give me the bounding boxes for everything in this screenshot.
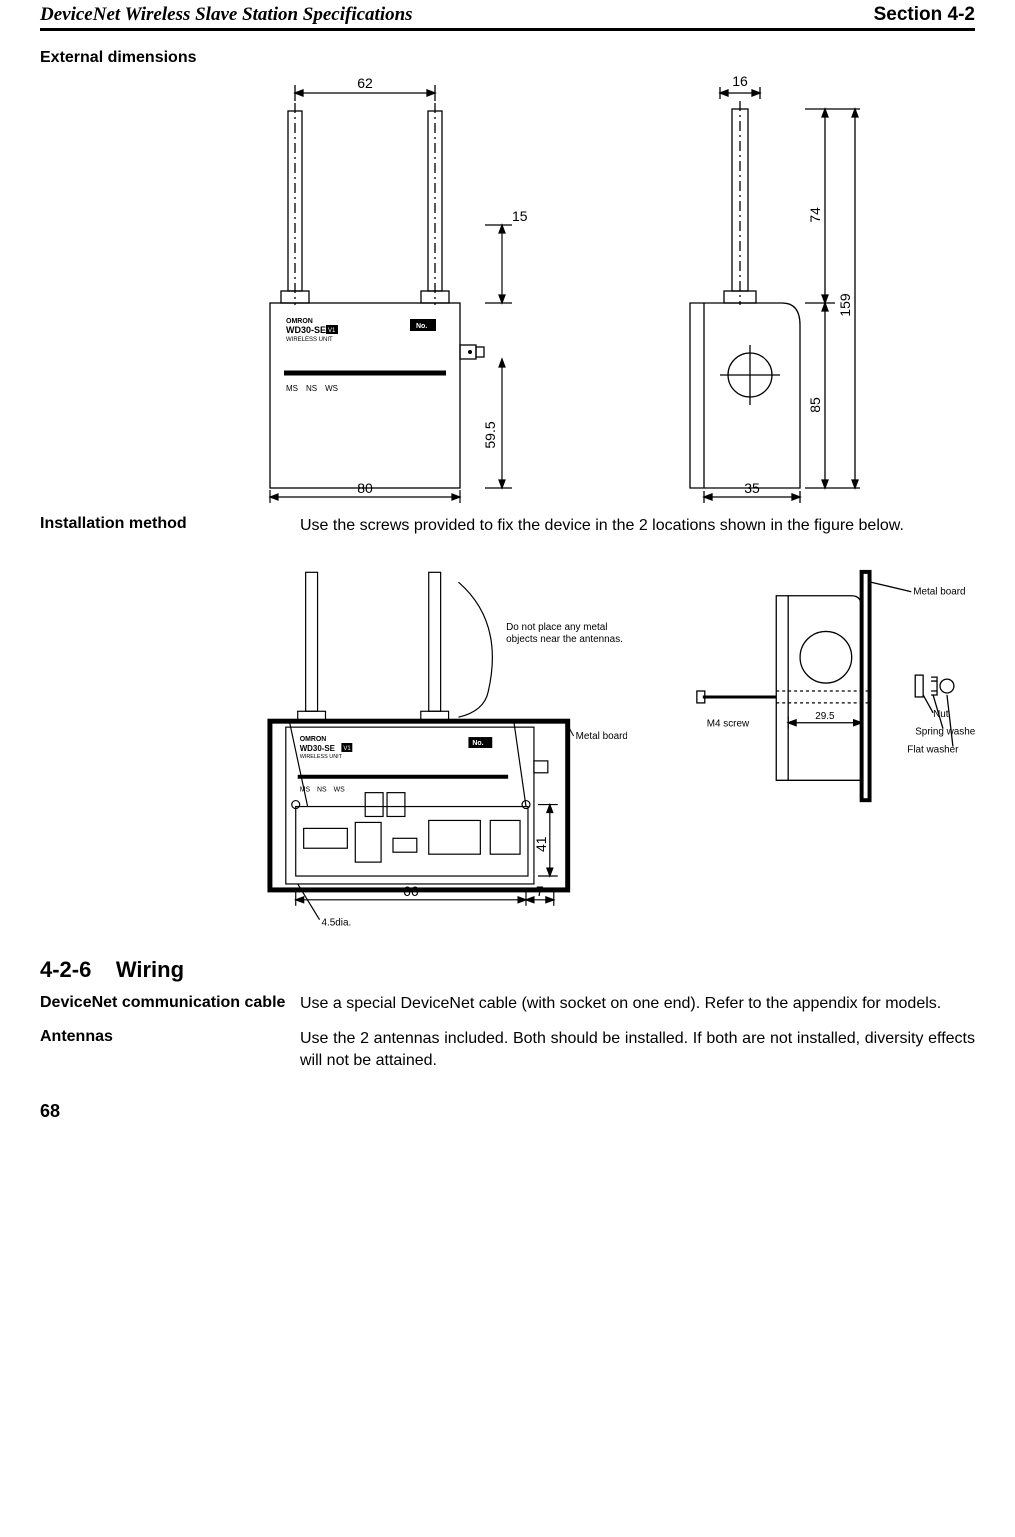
dim-15: 15 [512, 208, 528, 224]
no-label: No. [416, 323, 427, 330]
install-side-drawing: Metal board M4 screw 29.5 Nut Spring was… [677, 561, 975, 821]
dim-80: 80 [357, 480, 373, 496]
text-antennas: Use the 2 antennas included. Both should… [300, 1028, 975, 1071]
figure-external-dimensions: 62 OMRON WD30-SE V1 V1 WIRELESS UNIT No.… [40, 75, 975, 505]
dim-7: 7 [536, 882, 544, 898]
dim-35: 35 [744, 480, 760, 496]
dim-29-5: 29.5 [815, 710, 835, 721]
runhead-right: Section 4-2 [874, 4, 975, 26]
text-dn-cable: Use a special DeviceNet cable (with sock… [300, 993, 941, 1015]
led-labels-2: MS NS WS [300, 786, 345, 793]
v1-text: V1 [328, 328, 336, 334]
heading-antennas: Antennas [40, 1028, 300, 1046]
antenna-warn-a: Do not place any metal [506, 621, 607, 632]
spring-washer-label: Spring washer [915, 726, 975, 737]
flat-washer-label: Flat washer [908, 744, 960, 755]
subtitle-label: WIRELESS UNIT [286, 337, 333, 343]
row-install: Installation method Use the screws provi… [40, 515, 975, 537]
heading-install: Installation method [40, 515, 300, 533]
wiring-title: Wiring [116, 957, 184, 982]
dim-41: 41 [533, 836, 549, 852]
row-dn-cable: DeviceNet communication cable Use a spec… [40, 993, 975, 1015]
nut-label: Nut [933, 708, 949, 719]
row-antennas: Antennas Use the 2 antennas included. Bo… [40, 1028, 975, 1071]
runhead-left: DeviceNet Wireless Slave Station Specifi… [40, 4, 413, 26]
running-header: DeviceNet Wireless Slave Station Specifi… [40, 0, 975, 31]
no-label-2: No. [472, 740, 483, 747]
heading-dn-cable: DeviceNet communication cable [40, 993, 300, 1012]
metal-board-label-2: Metal board [913, 586, 965, 597]
page-number: 68 [40, 1101, 975, 1122]
model-label: WD30-SE [286, 325, 326, 335]
dim-4-5: 4.5dia. [322, 917, 352, 928]
wiring-number: 4-2-6 [40, 957, 91, 982]
dim-59-5: 59.5 [482, 421, 498, 448]
dim-74: 74 [807, 207, 823, 223]
m4-screw-label: M4 screw [707, 718, 750, 729]
dim-159: 159 [837, 293, 853, 317]
install-front-drawing: OMRON WD30-SE V1 WIRELESS UNIT No. MS NS… [260, 561, 627, 931]
model-label-2: WD30-SE [300, 744, 335, 753]
brand-label-2: OMRON [300, 736, 327, 743]
front-view-drawing: 62 OMRON WD30-SE V1 V1 WIRELESS UNIT No.… [240, 75, 560, 505]
subtitle-2: WIRELESS UNIT [300, 754, 343, 760]
dim-16: 16 [732, 75, 748, 89]
dim-66: 66 [403, 882, 419, 898]
text-install: Use the screws provided to fix the devic… [300, 515, 904, 537]
antenna-warn-b: objects near the antennas. [506, 633, 623, 644]
led-labels: MS NS WS [286, 384, 338, 393]
dim-85: 85 [807, 397, 823, 413]
heading-wiring: 4-2-6 Wiring [40, 957, 975, 983]
v1-label-2: V1 [343, 746, 351, 752]
figure-installation: OMRON WD30-SE V1 WIRELESS UNIT No. MS NS… [40, 561, 975, 931]
side-view-drawing: 16 35 74 85 159 [660, 75, 920, 505]
metal-board-label-1: Metal board [576, 731, 628, 742]
brand-label: OMRON [286, 318, 313, 325]
heading-external-dimensions: External dimensions [40, 49, 975, 67]
dim-62: 62 [357, 75, 373, 91]
